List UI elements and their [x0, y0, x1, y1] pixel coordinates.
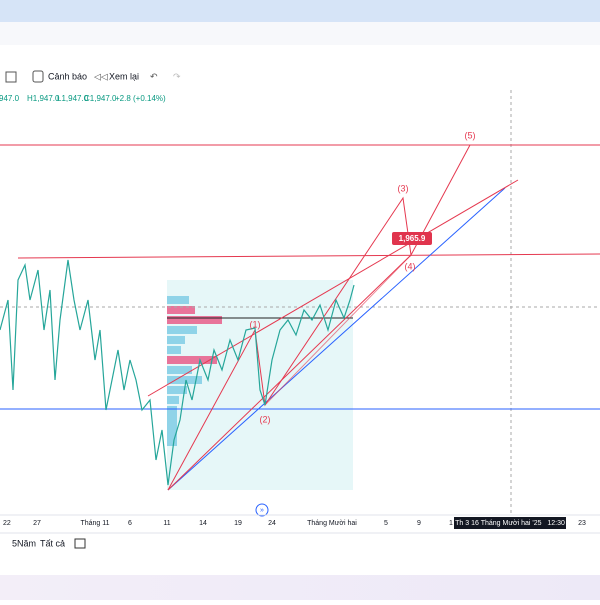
- wave-line: [264, 254, 412, 406]
- vp-bar: [167, 316, 222, 324]
- crosshair-tag: [454, 517, 566, 529]
- range-bar: 5Năm Tất cả: [0, 532, 600, 549]
- chart-area: (1) (2) (3) (4) (5) 1,965.9 »: [0, 90, 600, 517]
- vp-bar: [167, 326, 197, 334]
- price-tag-text: 1,965.9: [399, 234, 426, 243]
- browser-bar: [0, 0, 600, 22]
- vp-bar: [167, 306, 195, 314]
- x-label: 14: [199, 520, 207, 527]
- scroll-button[interactable]: [255, 503, 269, 517]
- wave-label: (4): [405, 261, 416, 271]
- replay-icon[interactable]: ◁◁: [94, 71, 108, 81]
- alert-button[interactable]: Cảnh báo: [48, 71, 87, 81]
- redo[interactable]: ↷: [173, 71, 181, 81]
- range-button[interactable]: Tất cả: [40, 538, 65, 548]
- change: +2.8 (+0.14%): [115, 94, 166, 103]
- open: 947.0: [0, 94, 20, 103]
- wave-label: (2): [260, 414, 271, 424]
- wave-labels: (1) (2) (3) (4) (5): [250, 130, 476, 424]
- date-range-icon[interactable]: [74, 538, 86, 549]
- footer-strip: [0, 575, 600, 600]
- price-tag: [392, 232, 432, 245]
- x-label: 6: [128, 520, 132, 527]
- x-label: Tháng 11: [80, 520, 109, 527]
- x-label: Tháng Mười hai: [307, 520, 357, 527]
- x-label: 19: [234, 520, 242, 527]
- vp-bar: [167, 396, 179, 404]
- wave-label: (1): [250, 319, 261, 329]
- wave-label: (3): [398, 183, 409, 193]
- x-label: 23: [578, 520, 586, 527]
- trendline: [167, 187, 506, 491]
- resistance: [17, 253, 600, 259]
- vp-bar: [167, 406, 177, 446]
- crosshair-text: Th 3 16 Tháng Mười hai '25 12:30: [455, 520, 565, 527]
- x-axis: 22 27 Tháng 11 6 11 14 19 24 Tháng Mười …: [0, 514, 600, 529]
- vp-bar: [167, 366, 192, 374]
- low: L1,947.0: [57, 94, 89, 103]
- vp-bar: [167, 386, 187, 394]
- x-label: 11: [163, 520, 170, 527]
- vp-bar: [167, 336, 185, 344]
- ohlc: 947.0 H1,947.0 L1,947.0 C1,947.0 +2.8 (+…: [0, 94, 166, 103]
- x-label: 1: [449, 520, 453, 527]
- x-label: 24: [268, 520, 276, 527]
- vp-bar: [167, 376, 202, 384]
- x-label: 22: [3, 520, 11, 527]
- toolbar: Cảnh báo ◁◁ Xem lại ↶ ↷: [5, 70, 181, 83]
- range-button[interactable]: 5Năm: [12, 538, 36, 548]
- vp-bar: [167, 296, 189, 304]
- high: H1,947.0: [27, 94, 60, 103]
- wave-line: [167, 254, 412, 491]
- channel-line: [147, 179, 519, 397]
- alert-icon[interactable]: [32, 70, 44, 83]
- wave-label: (5): [465, 130, 476, 140]
- replay-button[interactable]: Xem lại: [109, 71, 139, 81]
- x-label: 5: [384, 520, 388, 527]
- scroll-icon[interactable]: »: [260, 507, 264, 514]
- close: C1,947.0: [84, 94, 117, 103]
- x-label: 27: [33, 520, 41, 527]
- icon[interactable]: [5, 71, 17, 83]
- x-label: 9: [417, 520, 421, 527]
- header-strip: [0, 22, 600, 45]
- vp-bar: [167, 356, 217, 364]
- volume-profile: [167, 296, 222, 446]
- price-series: [0, 259, 355, 486]
- vp-bar: [167, 346, 181, 354]
- undo[interactable]: ↶: [150, 71, 158, 81]
